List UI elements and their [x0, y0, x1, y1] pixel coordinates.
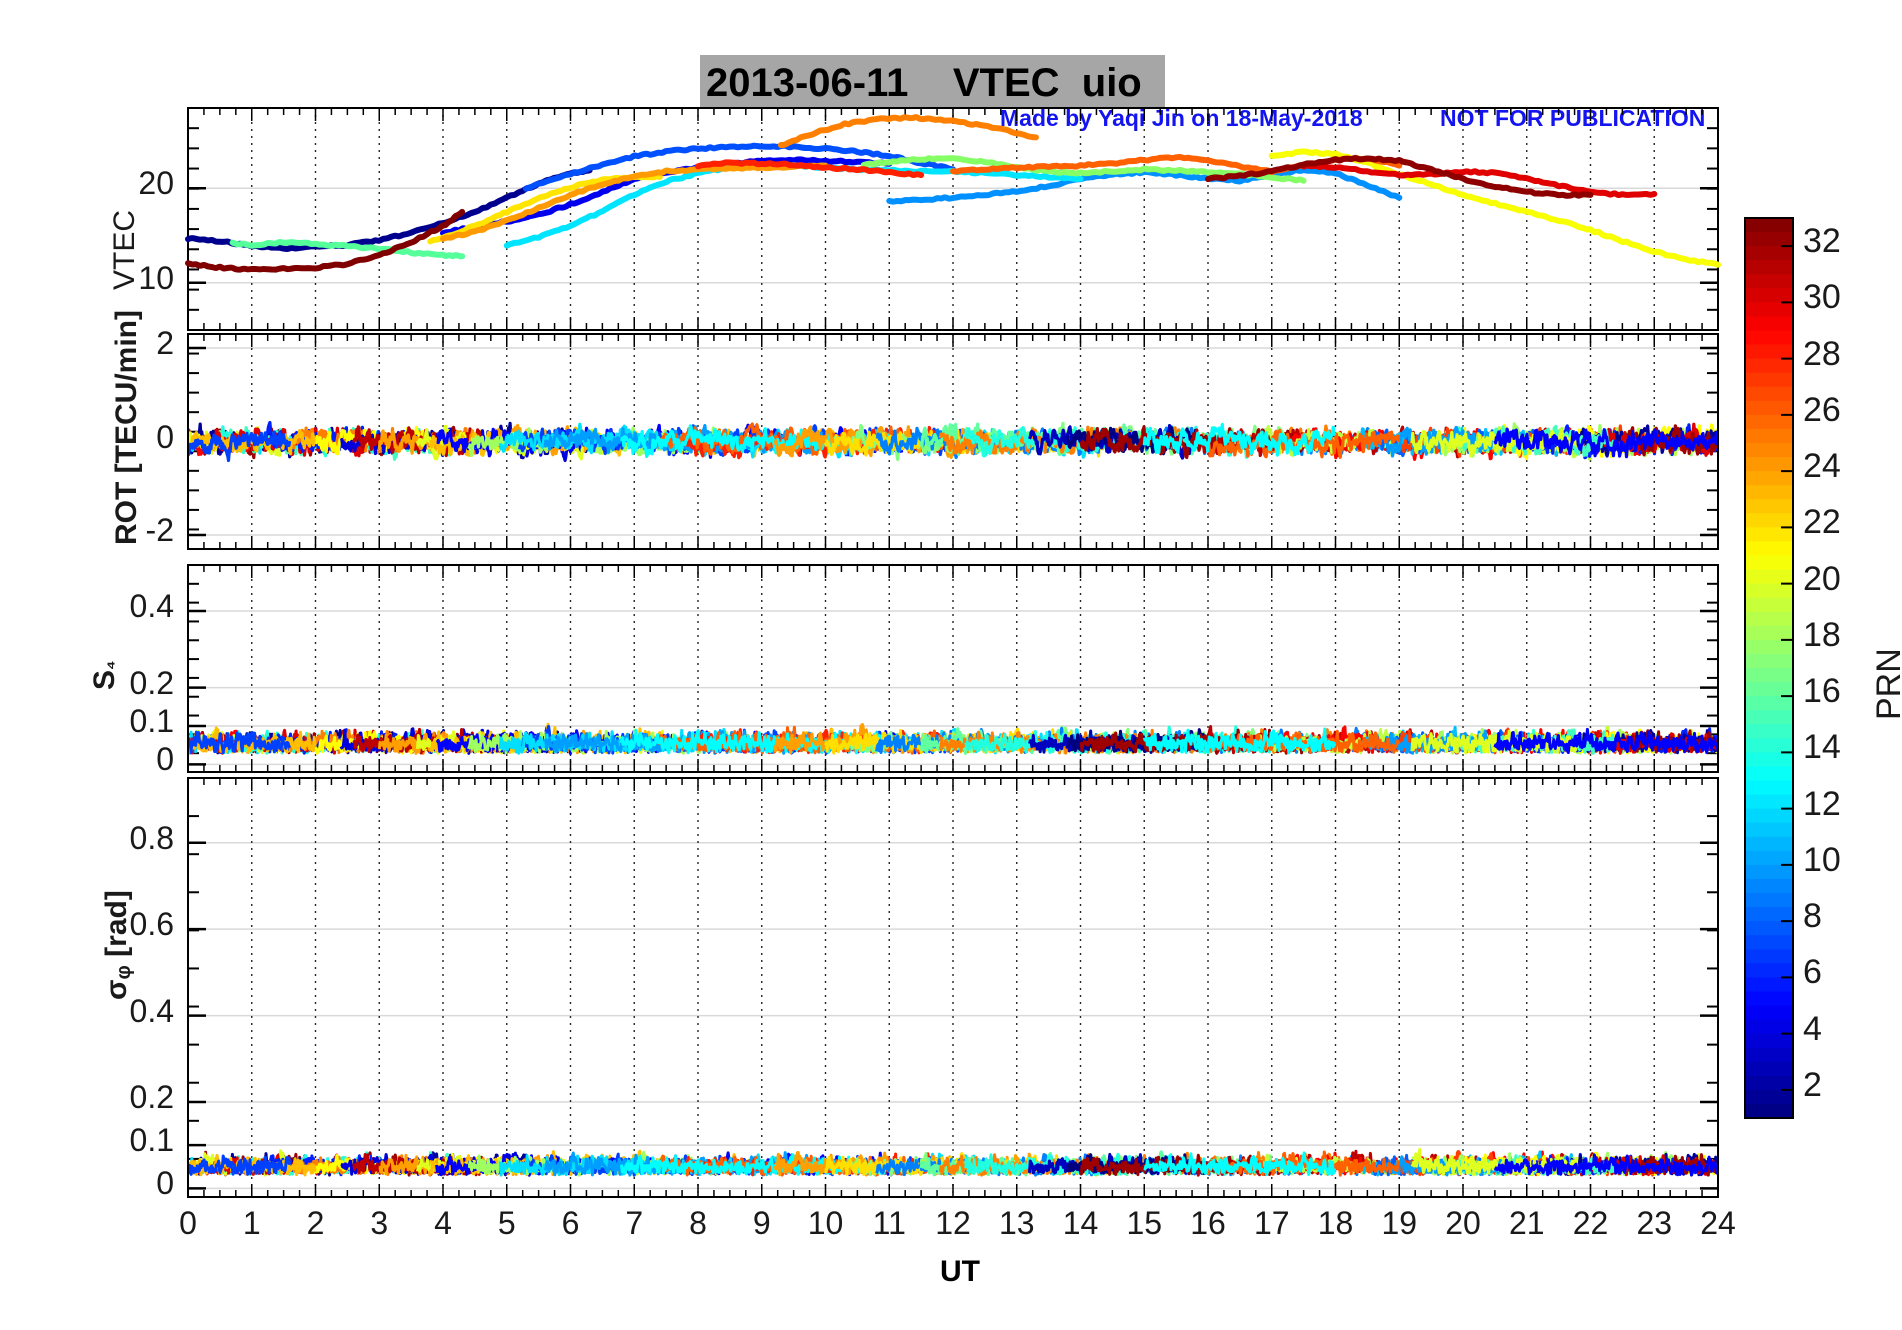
- rot-track-prn-7: [189, 430, 292, 463]
- colorbar-tick-28: 28: [1803, 334, 1841, 373]
- xtick-4: 4: [434, 1205, 452, 1241]
- colorbar-tick-2: 2: [1803, 1065, 1822, 1104]
- colorbar-title: PRN: [1870, 648, 1902, 720]
- xtick-22: 22: [1572, 1205, 1609, 1241]
- colorbar-tick-30: 30: [1803, 278, 1841, 317]
- xtick-2: 2: [306, 1205, 325, 1241]
- vtec-line-prn-28: [695, 159, 925, 179]
- ytick-sigma-3: 0.2: [129, 1078, 174, 1115]
- vtec-series-group: [185, 114, 1721, 273]
- xtick-16: 16: [1190, 1205, 1226, 1241]
- colorbar-tick-22: 22: [1803, 503, 1841, 542]
- rot-track-prn-5: [1493, 427, 1717, 459]
- ytick-rot-1: 0: [156, 418, 174, 455]
- panel-s4: [187, 564, 1719, 773]
- xtick-17: 17: [1253, 1205, 1290, 1241]
- ytick-vtec-1: 10: [138, 259, 174, 296]
- s4-series-group: [189, 722, 1717, 755]
- colorbar: [1744, 217, 1794, 1119]
- vtec-line-prn-32: [185, 208, 466, 273]
- xtick-20: 20: [1445, 1205, 1481, 1241]
- ytick-vtec-0: 20: [138, 165, 174, 202]
- xtick-1: 1: [242, 1205, 261, 1241]
- vtec-line-prn-29: [1300, 162, 1658, 199]
- xtick-19: 19: [1381, 1205, 1418, 1241]
- xtick-6: 6: [561, 1205, 580, 1241]
- colorbar-tick-32: 32: [1803, 222, 1841, 261]
- colorbar-tick-8: 8: [1803, 897, 1822, 936]
- vtec-line-prn-7: [522, 142, 956, 192]
- ytick-rot-2: -2: [145, 511, 174, 548]
- figure-title: 2013-06-11 VTEC uio: [706, 61, 1142, 105]
- xtick-12: 12: [935, 1205, 971, 1241]
- vtec-line-prn-23: [440, 162, 829, 242]
- panel-vtec: [187, 107, 1719, 331]
- rot-track-prn-30: [1589, 422, 1717, 457]
- ytick-s4-2: 0.1: [129, 703, 174, 739]
- rot-track-prn-20: [1410, 429, 1579, 458]
- sigma-track-prn-13: [1143, 1151, 1337, 1177]
- colorbar-tick-24: 24: [1803, 447, 1841, 486]
- colorbar-tick-4: 4: [1803, 1009, 1822, 1048]
- xtick-7: 7: [625, 1205, 644, 1241]
- rot-series-group: [189, 420, 1717, 463]
- xtick-8: 8: [689, 1205, 707, 1241]
- colorbar-tick-26: 26: [1803, 390, 1841, 429]
- xtick-13: 13: [998, 1205, 1035, 1241]
- xtick-0: 0: [179, 1205, 197, 1241]
- ytick-rot-0: 2: [156, 325, 174, 362]
- ytick-s4-1: 0.2: [129, 664, 174, 701]
- ytick-sigma-1: 0.6: [129, 906, 174, 943]
- vtec-line-prn-15: [229, 238, 466, 260]
- colorbar-tick-12: 12: [1803, 784, 1841, 823]
- ytick-sigma-2: 0.4: [129, 992, 174, 1029]
- rot-track-prn-13: [1142, 422, 1337, 457]
- sigma-track-prn-7: [189, 1154, 292, 1176]
- sigma-series-group: [189, 1147, 1717, 1177]
- credit-note: Made by Yaqi Jin on 18-May-2018: [1000, 105, 1363, 131]
- ytick-s4-0: 0.4: [129, 588, 174, 624]
- vtec-line-prn-9: [886, 167, 1403, 205]
- ytick-sigma-0: 0.8: [129, 819, 174, 856]
- panel-sigma: [187, 777, 1719, 1198]
- vtec-line-prn-31: [1205, 155, 1594, 199]
- xtick-24: 24: [1700, 1205, 1736, 1241]
- colorbar-tick-10: 10: [1803, 840, 1841, 879]
- ytick-sigma-5: 0: [156, 1165, 174, 1202]
- xtick-11: 11: [872, 1205, 906, 1241]
- xtick-15: 15: [1126, 1205, 1163, 1241]
- xtick-3: 3: [370, 1205, 389, 1241]
- colorbar-tick-16: 16: [1803, 672, 1841, 711]
- xtick-14: 14: [1062, 1205, 1099, 1241]
- vtec-line-prn-12: [503, 161, 1084, 249]
- colorbar-tick-18: 18: [1803, 615, 1841, 654]
- ytick-s4-3: 0: [156, 741, 174, 778]
- xtick-18: 18: [1317, 1205, 1354, 1241]
- xaxis-label: UT: [940, 1255, 980, 1288]
- vtec-line-prn-24: [777, 114, 1039, 149]
- disclaimer-note: NOT FOR PUBLICATION: [1440, 105, 1706, 131]
- sigma-track-prn-5: [1493, 1153, 1717, 1177]
- ytick-sigma-4: 0.1: [129, 1122, 174, 1159]
- colorbar-tick-14: 14: [1803, 728, 1841, 767]
- xtick-5: 5: [497, 1205, 516, 1241]
- s4-track-prn-5: [1493, 727, 1717, 755]
- s4-track-prn-13: [1142, 727, 1337, 755]
- xtick-23: 23: [1636, 1205, 1673, 1241]
- s4-track-prn-7: [189, 730, 292, 755]
- xtick-9: 9: [752, 1205, 771, 1241]
- xtick-21: 21: [1508, 1205, 1545, 1241]
- xtick-10: 10: [807, 1205, 844, 1241]
- title-background: [700, 55, 1165, 107]
- colorbar-tick-20: 20: [1803, 559, 1841, 598]
- colorbar-tick-6: 6: [1803, 953, 1822, 992]
